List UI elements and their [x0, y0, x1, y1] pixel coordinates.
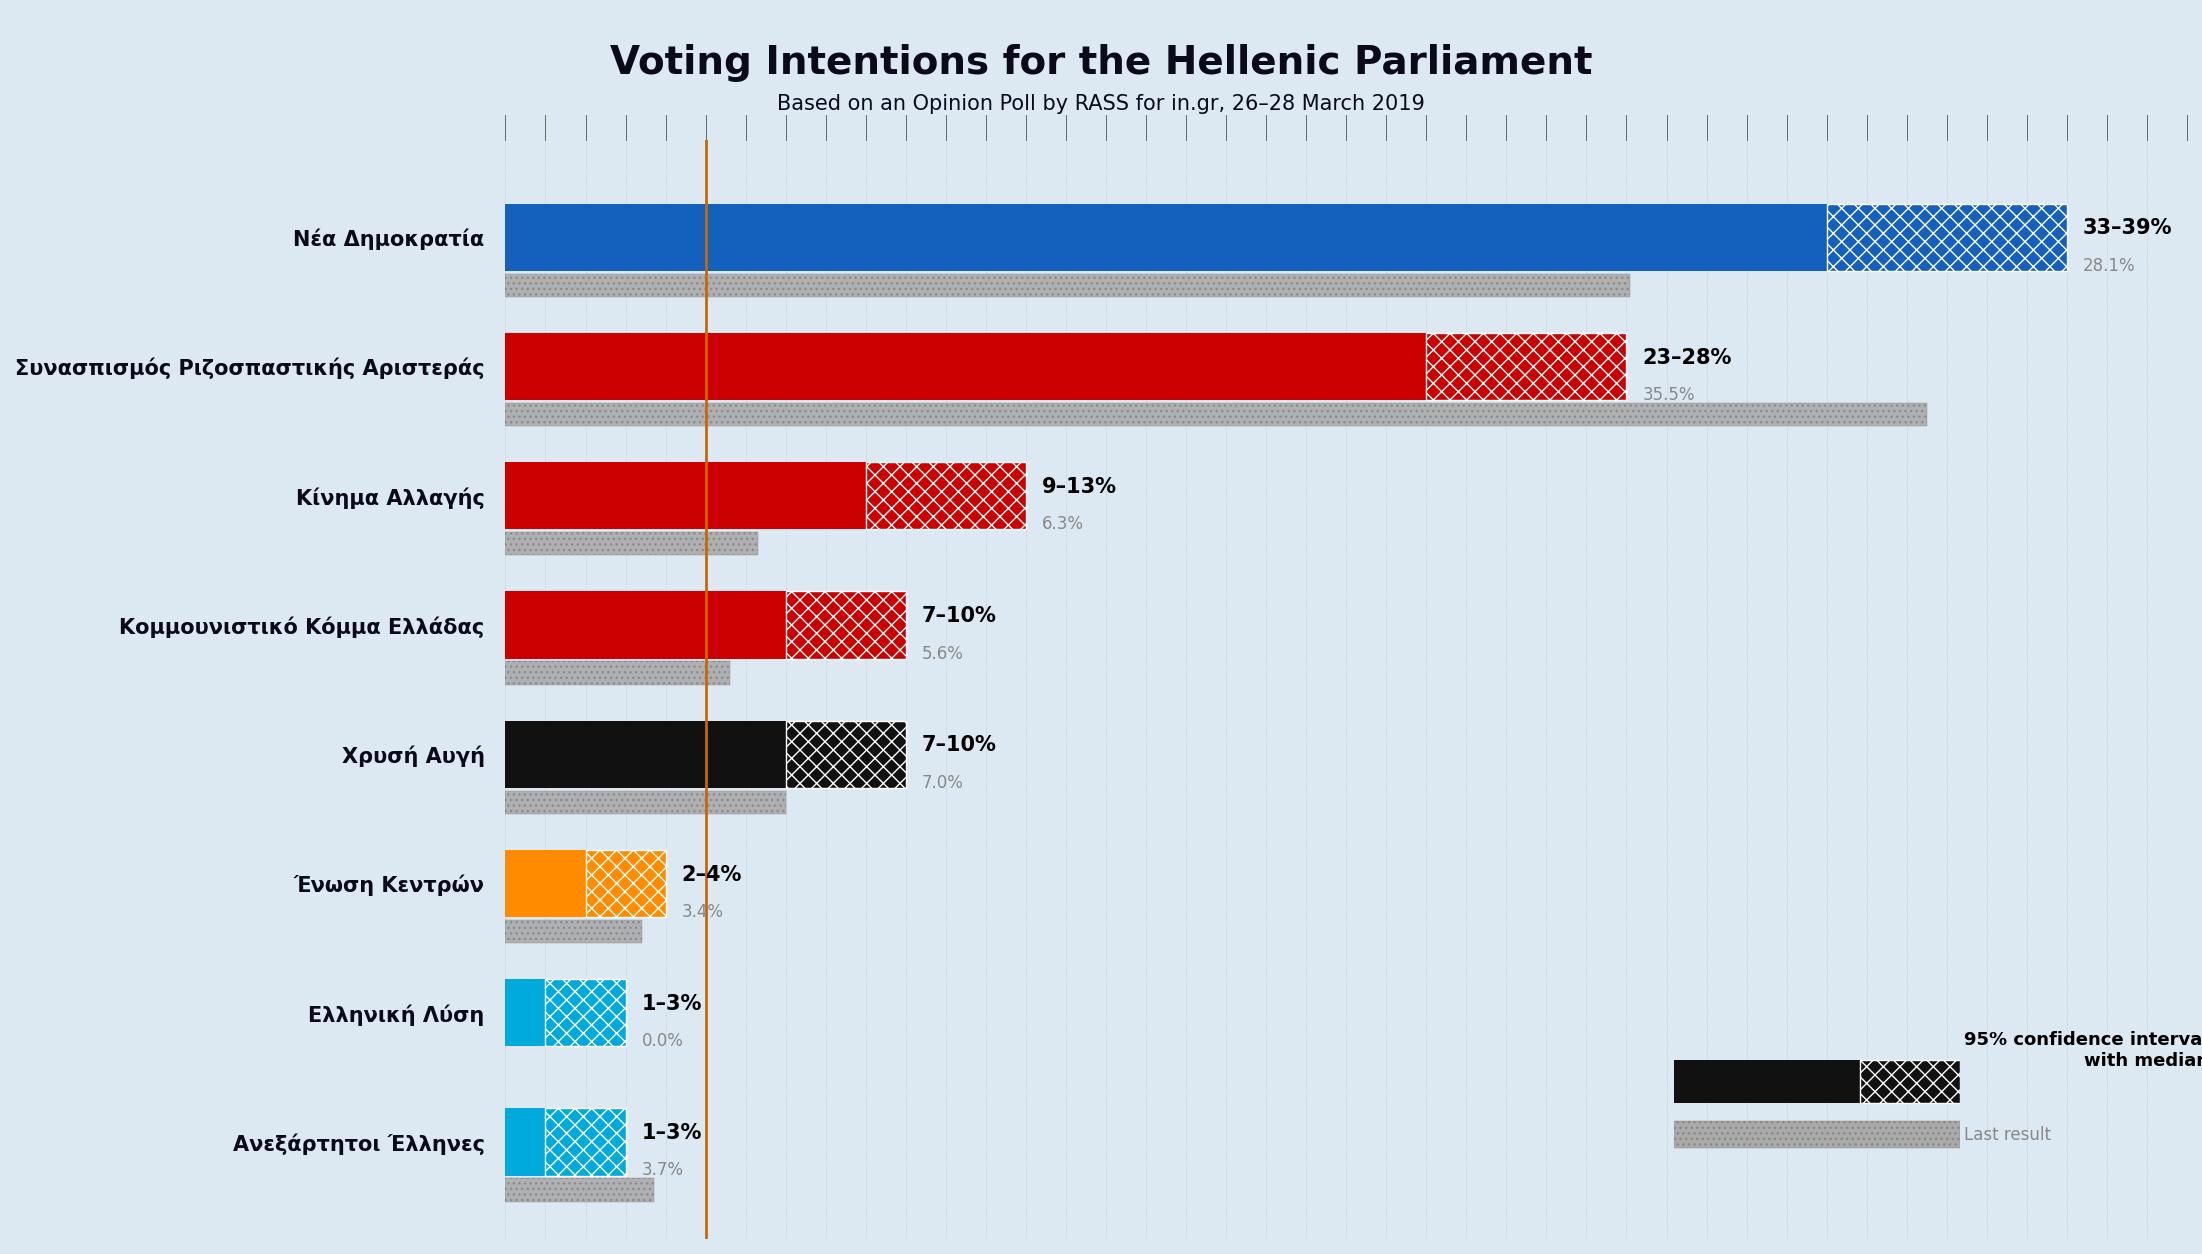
Bar [506, 273, 1629, 297]
Bar [546, 979, 625, 1046]
Text: 6.3%: 6.3% [1042, 515, 1083, 533]
Bar [1828, 203, 2068, 271]
Bar [506, 979, 546, 1046]
Bar [506, 790, 786, 814]
Text: 1–3%: 1–3% [641, 993, 702, 1013]
Text: 3.7%: 3.7% [641, 1161, 683, 1180]
Bar [1674, 1121, 1960, 1147]
Bar [506, 203, 1828, 271]
Bar [506, 1109, 546, 1176]
Bar [506, 463, 865, 529]
Text: Voting Intentions for the Hellenic Parliament: Voting Intentions for the Hellenic Parli… [610, 44, 1592, 82]
Text: 5.6%: 5.6% [923, 645, 964, 662]
Text: 7.0%: 7.0% [923, 774, 964, 791]
Text: 28.1%: 28.1% [2083, 257, 2136, 275]
Bar [506, 334, 1427, 400]
Bar [506, 661, 729, 685]
Bar [786, 592, 905, 658]
Text: 9–13%: 9–13% [1042, 477, 1116, 497]
Text: 7–10%: 7–10% [923, 606, 998, 626]
Text: 0.0%: 0.0% [641, 1032, 683, 1051]
Bar [506, 1179, 654, 1201]
Bar [506, 850, 586, 917]
Bar [586, 850, 665, 917]
Bar [865, 463, 1026, 529]
Text: Based on an Opinion Poll by RASS for in.gr, 26–28 March 2019: Based on an Opinion Poll by RASS for in.… [777, 94, 1425, 114]
Bar [1858, 1061, 1960, 1102]
Text: 2–4%: 2–4% [683, 864, 742, 884]
Bar [506, 403, 1927, 426]
Text: 35.5%: 35.5% [1643, 386, 1696, 404]
Text: 33–39%: 33–39% [2083, 218, 2173, 238]
Bar [506, 721, 786, 788]
Text: 1–3%: 1–3% [641, 1124, 702, 1142]
Bar [546, 1109, 625, 1176]
Bar [1674, 1061, 1858, 1102]
Text: 23–28%: 23–28% [1643, 347, 1733, 367]
Text: 3.4%: 3.4% [683, 903, 724, 920]
Bar [506, 919, 641, 943]
Bar [1427, 334, 1627, 400]
Text: 95% confidence interval
with median: 95% confidence interval with median [1964, 1031, 2202, 1070]
Text: 7–10%: 7–10% [923, 735, 998, 755]
Bar [786, 721, 905, 788]
Text: Last result: Last result [1964, 1126, 2052, 1144]
Bar [506, 592, 786, 658]
Bar [506, 532, 757, 556]
